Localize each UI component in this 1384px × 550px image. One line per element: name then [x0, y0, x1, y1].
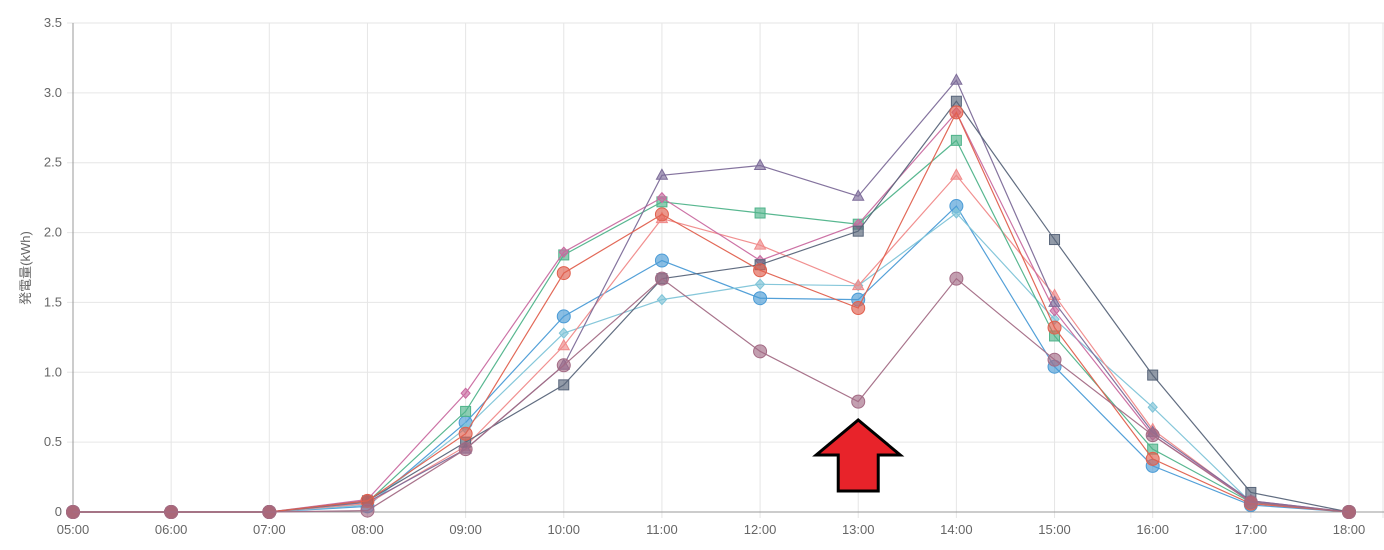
series-3 — [66, 168, 1356, 519]
data-point-diamond — [754, 278, 766, 291]
data-point-circle — [1047, 352, 1062, 367]
data-point-triangle — [851, 189, 865, 201]
data-point-square — [852, 225, 864, 237]
data-point-circle — [949, 271, 964, 286]
data-point-circle — [753, 263, 768, 278]
x-tick-label: 06:00 — [155, 522, 188, 537]
series-group — [66, 73, 1356, 519]
x-tick-label: 05:00 — [57, 522, 90, 537]
y-tick-label: 1.5 — [44, 294, 62, 309]
data-point-triangle — [753, 238, 767, 250]
x-tick-label: 15:00 — [1038, 522, 1071, 537]
data-point-circle — [458, 426, 473, 441]
series-6 — [66, 73, 1356, 519]
annotation-arrow — [812, 418, 905, 493]
data-point-circle — [66, 505, 80, 519]
data-point-circle — [851, 394, 866, 409]
data-point-circle — [654, 253, 669, 268]
data-point-circle — [654, 271, 669, 286]
x-tick-label: 07:00 — [253, 522, 286, 537]
data-point-circle — [458, 442, 473, 457]
data-point-triangle — [851, 278, 865, 291]
x-tick-label: 16:00 — [1136, 522, 1169, 537]
data-point-circle — [360, 503, 375, 518]
data-point-circle — [556, 358, 571, 373]
series-2 — [66, 207, 1356, 519]
x-tick-label: 11:00 — [646, 522, 678, 537]
x-tick-label: 08:00 — [351, 522, 384, 537]
series-9 — [66, 271, 1356, 519]
grid-lines — [67, 22, 1384, 518]
x-tick-label: 14:00 — [940, 522, 973, 537]
data-point-diamond — [558, 246, 569, 258]
x-tick-label: 18:00 — [1333, 522, 1366, 537]
y-tick-label: 2.0 — [44, 225, 62, 240]
data-point-circle — [949, 105, 964, 120]
data-point-triangle — [950, 73, 963, 85]
x-tick-label: 12:00 — [744, 522, 777, 537]
series-4 — [66, 134, 1356, 519]
data-point-circle — [851, 301, 866, 316]
data-point-diamond — [951, 207, 962, 219]
data-point-triangle — [753, 158, 767, 171]
data-point-diamond — [1049, 305, 1060, 317]
red-up-arrow — [812, 418, 905, 493]
y-tick-label: 0.5 — [44, 434, 62, 449]
data-point-square — [754, 207, 766, 219]
series-line — [73, 111, 1350, 513]
data-point-square — [950, 95, 962, 107]
data-point-circle — [556, 309, 571, 324]
data-point-square — [460, 405, 472, 417]
x-tick-label: 13:00 — [842, 522, 875, 537]
data-point-square — [1049, 234, 1061, 246]
data-point-triangle — [1048, 295, 1061, 307]
data-point-diamond — [656, 293, 668, 306]
y-tick-label: 2.5 — [44, 155, 62, 170]
data-point-circle — [262, 505, 277, 519]
data-point-diamond — [656, 191, 668, 204]
x-tick-label: 10:00 — [547, 522, 580, 537]
data-point-circle — [1047, 320, 1062, 335]
data-point-square — [558, 379, 570, 391]
y-tick-label: 3.0 — [44, 85, 62, 100]
series-5 — [66, 106, 1356, 519]
data-point-circle — [654, 207, 669, 222]
y-tick-label: 1.0 — [44, 364, 62, 379]
data-point-circle — [753, 344, 768, 359]
x-tick-label: 17:00 — [1235, 522, 1268, 537]
data-point-circle — [1145, 428, 1160, 443]
data-point-square — [1147, 369, 1159, 381]
data-point-circle — [164, 505, 179, 519]
y-tick-label: 0 — [55, 504, 62, 519]
data-point-circle — [753, 291, 768, 306]
x-tick-label: 09:00 — [449, 522, 482, 537]
data-point-circle — [556, 266, 571, 281]
data-point-triangle — [950, 168, 963, 180]
data-point-square — [950, 134, 962, 146]
series-1 — [66, 199, 1356, 519]
data-point-circle — [1145, 451, 1160, 466]
data-point-circle — [1243, 495, 1258, 510]
data-point-circle — [1342, 505, 1356, 519]
data-point-diamond — [460, 387, 471, 399]
data-point-diamond — [1147, 401, 1158, 413]
series-7 — [66, 95, 1356, 519]
y-axis-label: 発電量(kWh) — [18, 231, 33, 305]
data-point-triangle — [557, 338, 571, 351]
data-point-diamond — [558, 327, 569, 339]
series-8 — [66, 105, 1356, 519]
data-point-triangle — [655, 168, 669, 180]
series-line — [73, 277, 1350, 513]
y-tick-label: 3.5 — [44, 15, 62, 30]
